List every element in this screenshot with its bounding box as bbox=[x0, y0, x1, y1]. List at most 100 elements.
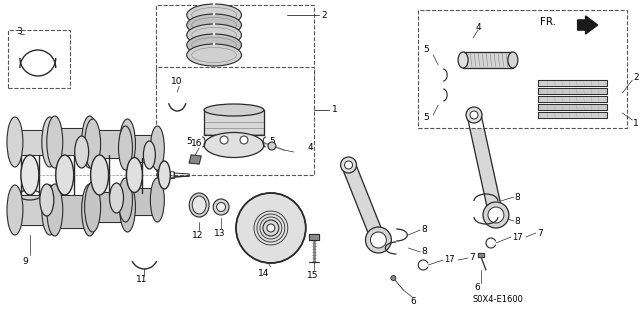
Ellipse shape bbox=[120, 182, 136, 232]
Polygon shape bbox=[577, 16, 598, 34]
Text: FR.: FR. bbox=[540, 17, 556, 27]
Ellipse shape bbox=[75, 136, 88, 168]
Ellipse shape bbox=[192, 196, 206, 214]
Text: 7: 7 bbox=[469, 253, 475, 263]
Ellipse shape bbox=[187, 34, 241, 56]
Ellipse shape bbox=[344, 161, 353, 169]
Bar bbox=[419, 10, 627, 128]
Ellipse shape bbox=[268, 142, 276, 150]
Ellipse shape bbox=[84, 182, 100, 232]
Polygon shape bbox=[55, 195, 90, 228]
Ellipse shape bbox=[187, 24, 241, 46]
Ellipse shape bbox=[187, 4, 241, 26]
Polygon shape bbox=[157, 170, 174, 180]
Polygon shape bbox=[538, 112, 607, 118]
Polygon shape bbox=[204, 110, 264, 135]
Text: 17: 17 bbox=[444, 256, 455, 264]
Polygon shape bbox=[538, 104, 607, 110]
Ellipse shape bbox=[150, 126, 164, 170]
Polygon shape bbox=[189, 155, 201, 164]
Ellipse shape bbox=[84, 119, 100, 169]
Text: 5: 5 bbox=[423, 113, 429, 123]
Text: 2: 2 bbox=[322, 10, 327, 20]
Ellipse shape bbox=[508, 52, 518, 68]
Ellipse shape bbox=[340, 157, 356, 173]
Ellipse shape bbox=[42, 117, 58, 167]
Text: 15: 15 bbox=[307, 270, 318, 279]
Text: 2: 2 bbox=[634, 74, 639, 82]
Text: 6: 6 bbox=[474, 283, 480, 291]
Ellipse shape bbox=[371, 232, 387, 248]
Ellipse shape bbox=[91, 155, 109, 195]
Polygon shape bbox=[478, 253, 484, 257]
Text: 8: 8 bbox=[515, 216, 520, 226]
Polygon shape bbox=[308, 234, 319, 240]
Ellipse shape bbox=[236, 193, 306, 263]
Ellipse shape bbox=[391, 276, 396, 281]
Polygon shape bbox=[342, 162, 385, 243]
Text: 11: 11 bbox=[136, 276, 148, 284]
Polygon shape bbox=[15, 130, 50, 155]
Polygon shape bbox=[15, 195, 50, 225]
Text: 4: 4 bbox=[476, 22, 482, 32]
Ellipse shape bbox=[470, 111, 478, 119]
Ellipse shape bbox=[267, 224, 275, 232]
Text: 1: 1 bbox=[634, 118, 639, 127]
Ellipse shape bbox=[189, 193, 209, 217]
Ellipse shape bbox=[150, 178, 164, 222]
Ellipse shape bbox=[21, 155, 39, 195]
Ellipse shape bbox=[158, 161, 170, 189]
Text: 17: 17 bbox=[512, 233, 522, 241]
Ellipse shape bbox=[118, 178, 132, 222]
Ellipse shape bbox=[109, 183, 124, 213]
Text: 12: 12 bbox=[192, 232, 204, 240]
Text: 16: 16 bbox=[191, 138, 203, 148]
Polygon shape bbox=[125, 135, 157, 162]
Text: 5: 5 bbox=[186, 137, 192, 147]
Text: 8: 8 bbox=[421, 247, 427, 257]
Ellipse shape bbox=[56, 155, 74, 195]
Text: S0X4-E1600: S0X4-E1600 bbox=[472, 295, 524, 305]
Polygon shape bbox=[463, 52, 513, 68]
Text: 8: 8 bbox=[515, 192, 520, 202]
Text: 6: 6 bbox=[410, 297, 416, 307]
Polygon shape bbox=[174, 173, 189, 177]
Text: 9: 9 bbox=[22, 258, 28, 266]
Ellipse shape bbox=[240, 136, 248, 144]
Ellipse shape bbox=[118, 126, 132, 170]
Bar bbox=[8, 30, 70, 88]
Ellipse shape bbox=[204, 132, 264, 157]
Polygon shape bbox=[538, 96, 607, 102]
Ellipse shape bbox=[47, 116, 63, 168]
Text: 13: 13 bbox=[214, 229, 226, 239]
Ellipse shape bbox=[82, 184, 97, 236]
Ellipse shape bbox=[466, 107, 482, 123]
Ellipse shape bbox=[216, 203, 225, 211]
Ellipse shape bbox=[143, 141, 156, 169]
Ellipse shape bbox=[7, 117, 23, 167]
Ellipse shape bbox=[263, 220, 279, 236]
Ellipse shape bbox=[40, 184, 54, 216]
Text: 5: 5 bbox=[423, 46, 429, 54]
Text: 10: 10 bbox=[172, 77, 183, 87]
Ellipse shape bbox=[187, 44, 241, 66]
Ellipse shape bbox=[42, 185, 58, 235]
Polygon shape bbox=[55, 128, 90, 155]
Ellipse shape bbox=[187, 14, 241, 36]
Ellipse shape bbox=[47, 184, 63, 236]
Ellipse shape bbox=[458, 52, 468, 68]
Text: 4: 4 bbox=[308, 143, 314, 153]
Text: 7: 7 bbox=[537, 228, 543, 238]
Ellipse shape bbox=[220, 136, 228, 144]
Ellipse shape bbox=[120, 119, 136, 169]
Text: 1: 1 bbox=[332, 106, 337, 114]
Polygon shape bbox=[125, 188, 157, 215]
Ellipse shape bbox=[82, 116, 97, 168]
Polygon shape bbox=[538, 88, 607, 94]
Ellipse shape bbox=[7, 185, 23, 235]
Ellipse shape bbox=[204, 104, 264, 116]
Polygon shape bbox=[93, 192, 127, 222]
Text: 5: 5 bbox=[269, 137, 275, 147]
Text: 3: 3 bbox=[16, 27, 22, 37]
Ellipse shape bbox=[365, 227, 392, 253]
